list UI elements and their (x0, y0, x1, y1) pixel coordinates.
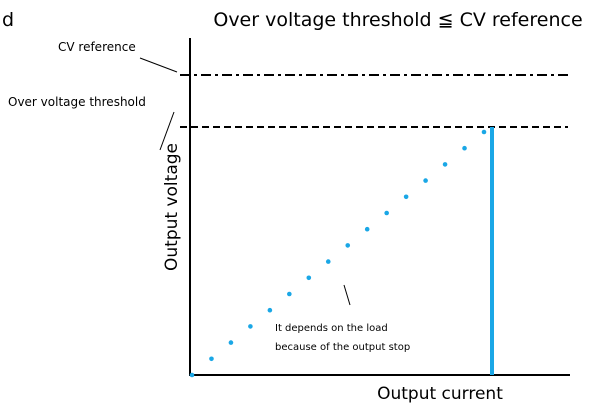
voltage-dots (189, 129, 487, 378)
dot (267, 307, 273, 313)
dot (287, 291, 292, 297)
dot (325, 259, 331, 264)
dot (364, 226, 370, 232)
ovt-label: Over voltage threshold (8, 95, 146, 109)
annotation-line: It depends on the load (275, 323, 388, 334)
title: Over voltage threshold ≦ CV reference (213, 9, 582, 31)
annotation-line: because of the output stop (275, 342, 410, 353)
dot (384, 210, 389, 216)
dot (462, 145, 467, 151)
dot (228, 340, 234, 345)
dot (423, 178, 428, 183)
dot (209, 356, 214, 362)
dot (306, 275, 312, 281)
dot (442, 162, 448, 167)
cv-reference-label: CV reference (58, 40, 136, 54)
dot (248, 324, 253, 329)
x-axis-label: Output current (377, 384, 503, 404)
dot (481, 129, 487, 135)
dot (345, 243, 351, 248)
dot (189, 372, 195, 378)
dot (403, 194, 409, 200)
leader-line (159, 111, 175, 151)
annotation-leader (343, 284, 351, 306)
cropped-text: d (2, 9, 14, 31)
y-axis-label: Output voltage (162, 143, 182, 271)
leader-line (139, 57, 178, 73)
